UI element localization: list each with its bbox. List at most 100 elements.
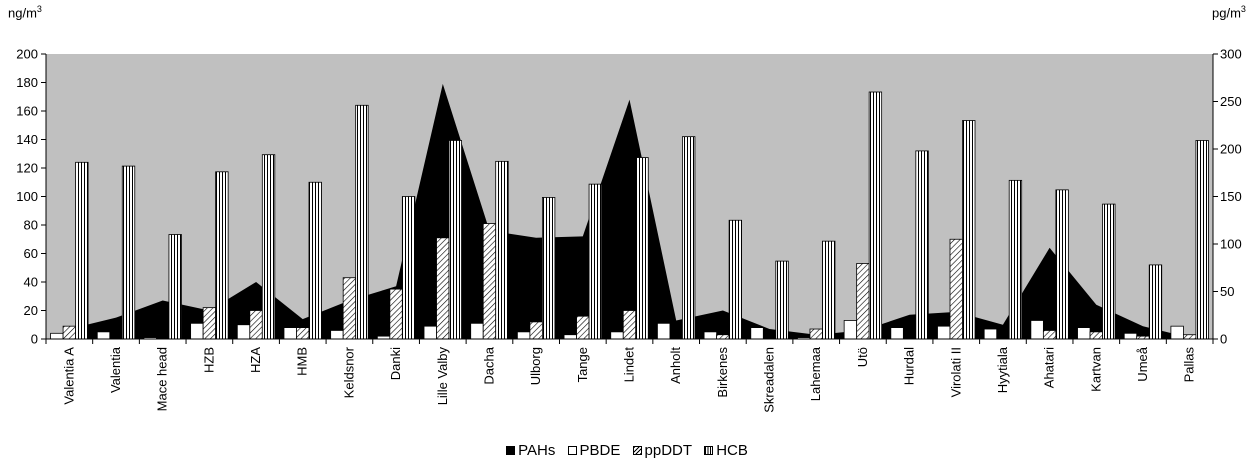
bar-pbde — [1123, 332, 1138, 340]
bar-pbde — [890, 327, 904, 340]
bar-hcb — [541, 197, 556, 340]
x-tick-label: Dacha — [481, 346, 496, 384]
bar-ppddt — [856, 263, 870, 340]
y-right-tick-label: 200 — [1220, 142, 1242, 157]
bar-hcb — [728, 219, 743, 340]
bar-ppddt — [482, 223, 497, 340]
x-tick-label: Kartvan — [1088, 347, 1103, 392]
bar-hcb — [448, 140, 462, 340]
legend-label-pahs: PAHs — [518, 442, 556, 459]
x-tick-label: Danki — [388, 347, 403, 380]
bar-pbde — [657, 322, 671, 340]
bar-pbde — [236, 324, 251, 340]
bar-pbde — [563, 334, 577, 340]
bar-ppddt — [622, 310, 637, 340]
y-left-tick-label: 160 — [16, 104, 38, 119]
bar-ppddt — [529, 321, 543, 340]
bar-pbde — [1170, 325, 1184, 340]
bar-pbde — [1077, 327, 1091, 340]
legend-item-pahs: PAHs — [506, 442, 555, 459]
y-right-tick-label: 0 — [1220, 332, 1227, 347]
x-tick-label: Lahemaa — [808, 346, 823, 401]
bar-pbde — [610, 331, 624, 340]
bar-hcb — [915, 150, 929, 340]
y-left-tick-label: 180 — [16, 75, 38, 90]
bar-hcb — [1102, 203, 1116, 340]
x-tick-label: Lille Valby — [435, 347, 450, 406]
bar-hcb — [121, 165, 136, 340]
y-left-tick-label: 100 — [16, 189, 38, 204]
right-axis-unit: pg/m3 — [1212, 4, 1246, 21]
x-tick-label: HMB — [295, 347, 310, 376]
bar-pbde — [283, 327, 297, 340]
x-tick-label: HZA — [248, 347, 263, 373]
bar-hcb — [775, 260, 789, 340]
bar-pbde — [937, 325, 951, 340]
series-pahs-area — [69, 83, 1190, 340]
bar-pbde — [1030, 320, 1044, 340]
bar-pbde — [843, 320, 858, 340]
bar-ppddt — [1042, 330, 1057, 340]
x-tick-label: Tange — [575, 347, 590, 382]
y-left-tick-label: 40 — [24, 275, 38, 290]
bar-ppddt — [62, 325, 76, 340]
bar-pbde — [96, 331, 111, 340]
bar-ppddt — [716, 334, 730, 340]
legend-label-hcb: HCB — [716, 442, 748, 459]
bar-ppddt — [389, 288, 403, 340]
x-tick-label: Umeå — [1135, 346, 1150, 381]
bar-hcb — [822, 240, 836, 340]
bar-pbde — [423, 325, 437, 340]
bar-ppddt — [436, 237, 450, 340]
bar-hcb — [1148, 264, 1163, 340]
y-left-tick-label: 120 — [16, 161, 38, 176]
bar-ppddt — [1183, 334, 1197, 340]
y-left-tick-label: 200 — [16, 47, 38, 62]
x-tick-label: HZB — [201, 347, 216, 373]
bar-hcb — [635, 157, 649, 340]
x-tick-label: Keldsnor — [341, 346, 356, 398]
legend: PAHs PBDE ppDDT HCB — [0, 442, 1254, 459]
bar-ppddt — [342, 277, 357, 340]
x-tick-label: Valentia — [108, 346, 123, 393]
bar-hcb — [261, 154, 276, 340]
bar-ppddt — [249, 310, 263, 340]
x-tick-label: Anholt — [668, 347, 683, 384]
y-right-tick-label: 150 — [1220, 189, 1242, 204]
x-tick-label: Hurdal — [902, 347, 917, 385]
bar-pbde — [703, 331, 718, 340]
legend-swatch-pahs — [506, 446, 516, 455]
y-left-tick-label: 60 — [24, 246, 38, 261]
bar-hcb — [682, 136, 696, 340]
x-tick-label: Pallas — [1182, 347, 1197, 383]
legend-label-pbde: PBDE — [579, 442, 621, 459]
bar-pbde — [330, 330, 344, 340]
y-right-tick-label: 300 — [1220, 47, 1242, 62]
bar-hcb — [168, 234, 182, 340]
legend-swatch-ppddt — [632, 446, 642, 455]
x-tick-label: Birkenes — [715, 347, 730, 398]
bar-ppddt — [809, 328, 823, 340]
bar-hcb — [962, 120, 976, 340]
legend-item-pbde: PBDE — [567, 442, 621, 459]
x-tick-label: Lindet — [622, 347, 637, 383]
x-tick-label: Hyytiala — [995, 346, 1010, 393]
y-left-tick-label: 80 — [24, 218, 38, 233]
legend-label-ppddt: ppDDT — [644, 442, 693, 459]
left-axis-unit: ng/m3 — [8, 4, 42, 21]
bar-ppddt — [576, 315, 590, 340]
bar-hcb — [355, 104, 369, 340]
x-tick-label: Mace head — [155, 347, 170, 411]
bar-pbde — [750, 327, 764, 340]
x-tick-label: Utö — [855, 347, 870, 367]
bar-ppddt — [949, 238, 963, 340]
bar-hcb — [308, 181, 322, 340]
x-tick-label: Valentia A — [61, 347, 76, 405]
bar-hcb — [868, 91, 883, 340]
bar-hcb — [588, 183, 602, 340]
bar-hcb — [1195, 140, 1209, 340]
y-left-tick-label: 20 — [24, 303, 38, 318]
x-tick-label: Ulborg — [528, 347, 543, 385]
bar-hcb — [1055, 189, 1069, 340]
